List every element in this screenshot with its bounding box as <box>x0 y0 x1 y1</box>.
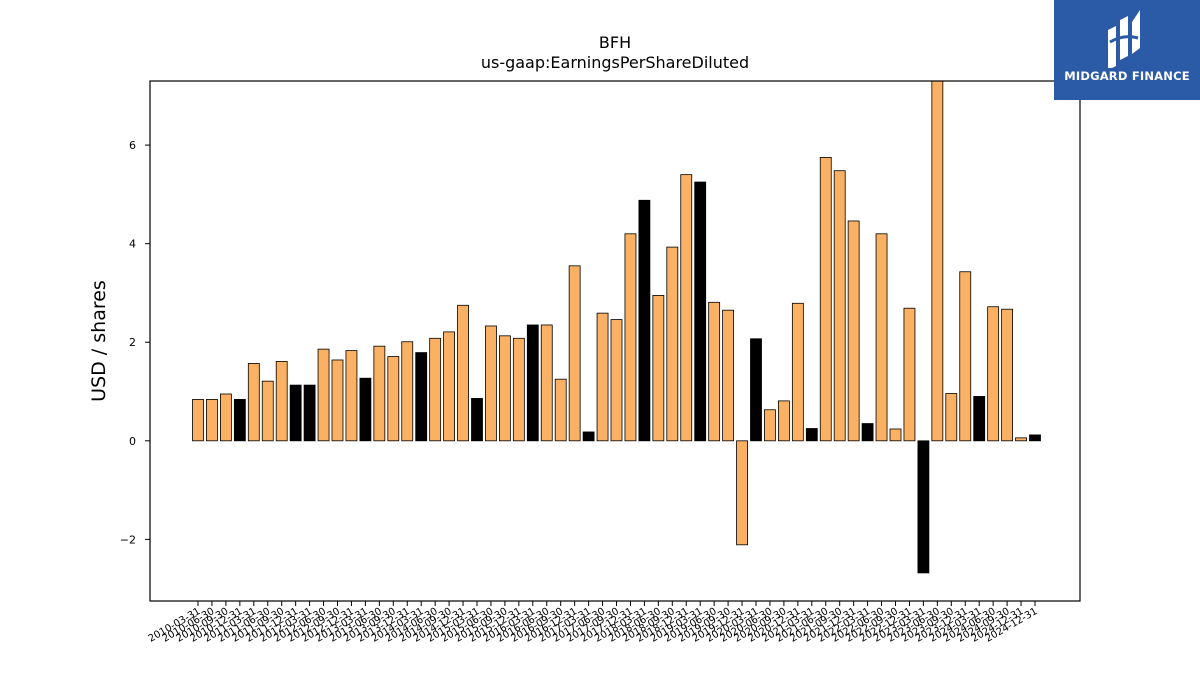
bar-2018-03-31 <box>638 199 651 442</box>
bar-2023-03-31 <box>917 440 930 574</box>
bar-2012-03-31 <box>303 384 316 442</box>
bar-2012-12-31 <box>345 350 358 442</box>
y-ticks-group: −2 0 2 4 6 <box>120 139 150 546</box>
bar-2011-09-30 <box>275 361 288 442</box>
chart-subtitle: us-gaap:EarningsPerShareDiluted <box>481 53 749 72</box>
y-tick-label: 6 <box>129 139 136 152</box>
bar-2012-06-30 <box>317 348 330 442</box>
bar-2020-03-31 <box>750 338 762 442</box>
bar-2019-06-30 <box>708 301 721 442</box>
bar-2010-03-31 <box>192 399 204 442</box>
midgard-logo-icon <box>1108 10 1140 68</box>
bar-2016-12-31 <box>568 265 581 442</box>
bar-2012-09-30 <box>331 359 344 442</box>
logo-text: MIDGARD FINANCE <box>1064 69 1190 83</box>
bar-2017-03-31 <box>582 431 595 442</box>
bar-2023-09-30 <box>945 393 958 442</box>
bar-2010-09-30 <box>219 393 232 442</box>
bar-2021-09-30 <box>833 170 846 442</box>
bar-2022-06-30 <box>875 233 888 442</box>
bar-2010-06-30 <box>206 399 218 442</box>
bar-2019-12-31 <box>736 440 748 546</box>
bar-2015-06-30 <box>485 325 497 442</box>
bar-2011-03-31 <box>247 363 260 442</box>
bar-2023-12-31 <box>959 271 972 442</box>
bar-2024-12-31 <box>1015 437 1027 442</box>
bar-2024-09-30 <box>1001 308 1013 442</box>
bar-2017-09-30 <box>610 319 623 442</box>
bar-2011-06-30 <box>261 380 274 442</box>
bar-2020-09-30 <box>778 400 790 442</box>
bar-2020-12-31 <box>791 302 804 442</box>
bar-2019-03-31 <box>694 181 707 442</box>
y-tick-label: 4 <box>129 238 136 251</box>
bar-2014-12-31 <box>457 304 469 442</box>
bar-2011-12-31 <box>289 384 302 442</box>
bar-2021-06-30 <box>819 156 832 442</box>
bar-2018-06-30 <box>652 295 665 442</box>
bar-2010-12-31 <box>233 399 246 442</box>
bars-group <box>192 80 1041 574</box>
bar-2022-09-30 <box>889 428 902 442</box>
chart-title: BFH <box>599 33 631 52</box>
y-tick-label: 2 <box>129 336 136 349</box>
bar-2016-03-31 <box>526 324 539 442</box>
y-tick-label: −2 <box>120 533 136 546</box>
bar-2021-12-31 <box>847 220 860 442</box>
bar-2013-03-31 <box>359 377 372 442</box>
bar-2017-12-31 <box>624 233 637 442</box>
bar-2018-09-30 <box>666 246 679 442</box>
bar-2015-03-31 <box>471 398 483 442</box>
bar-2018-12-31 <box>680 174 693 442</box>
bar-2023-06-30 <box>931 80 944 442</box>
brand-logo: MIDGARD FINANCE <box>1054 0 1200 100</box>
bar-2021-03-31 <box>805 428 818 442</box>
bar-2013-12-31 <box>401 341 414 442</box>
bar-2019-09-30 <box>722 309 734 442</box>
bar-2014-09-30 <box>443 331 456 442</box>
y-axis-label: USD / shares <box>88 280 110 402</box>
bar-2024-06-30 <box>987 306 1000 442</box>
bar-2013-09-30 <box>387 356 400 442</box>
plot-frame <box>149 80 1081 602</box>
bar-2022-12-31 <box>903 307 916 442</box>
y-tick-label: 0 <box>129 435 136 448</box>
bar-2015-09-30 <box>498 335 511 442</box>
bar-2015-12-31 <box>512 337 525 442</box>
bar-2024-03-31 <box>973 396 986 442</box>
bar-2014-03-31 <box>415 352 428 442</box>
bar-2017-06-30 <box>596 312 609 442</box>
bar-2020-06-30 <box>764 409 776 442</box>
x-ticks-group: 2010-03-312010-06-302010-09-302010-12-31… <box>147 601 1040 645</box>
bar-2024-12-31 <box>1029 434 1041 442</box>
bar-2016-06-30 <box>540 324 553 442</box>
bar-2016-09-30 <box>554 378 567 442</box>
bar-2022-03-31 <box>861 423 874 442</box>
bar-2014-06-30 <box>429 337 442 442</box>
bar-2013-06-30 <box>373 345 386 442</box>
